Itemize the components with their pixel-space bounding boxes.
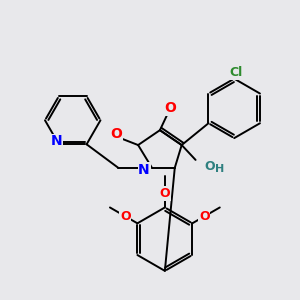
Text: O: O (110, 127, 122, 141)
Text: O: O (160, 187, 170, 200)
Text: N: N (51, 134, 63, 148)
Text: N: N (138, 163, 150, 177)
Text: H: H (215, 164, 224, 174)
Text: O: O (199, 210, 210, 223)
Text: O: O (120, 210, 131, 223)
Text: O: O (164, 101, 176, 116)
Text: O: O (204, 160, 215, 173)
Text: Cl: Cl (230, 66, 243, 79)
